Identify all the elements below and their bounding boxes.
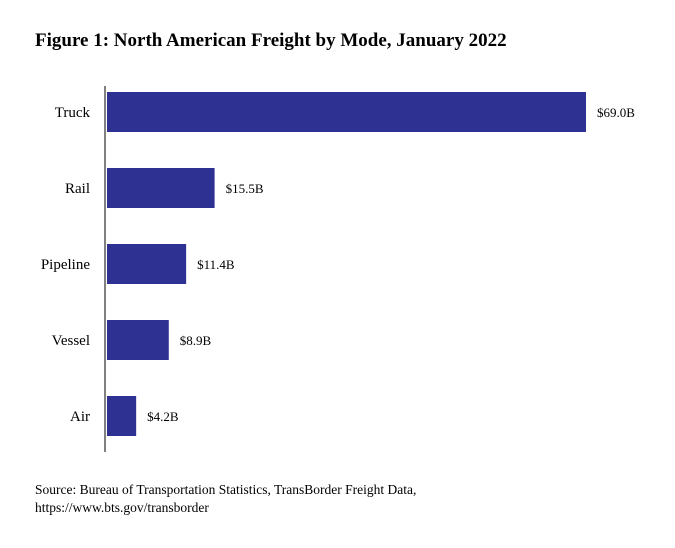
category-label-pipeline: Pipeline [41,257,91,273]
bar-rail [107,168,215,208]
value-label-vessel: $8.9B [180,333,212,348]
category-label-truck: Truck [55,105,91,121]
category-label-rail: Rail [65,181,90,197]
bar-vessel [107,320,169,360]
source-line-1: Source: Bureau of Transportation Statist… [35,482,417,497]
value-label-air: $4.2B [147,409,179,424]
value-label-pipeline: $11.4B [197,257,235,272]
bar-chart: Truck $69.0B Rail $15.5B Pipeline $11.4B Vesse… [41,86,635,452]
bar-pipeline [107,244,187,284]
chart-title: Figure 1: North American Freight by Mode… [35,30,507,51]
value-label-rail: $15.5B [226,181,264,196]
bar-air [107,396,137,436]
category-label-vessel: Vessel [52,333,90,349]
category-label-air: Air [70,409,90,425]
source-note: Source: Bureau of Transportation Statist… [35,481,416,517]
bar-truck [107,92,586,132]
bars-layer: Truck $69.0B Rail $15.5B Pipeline $11.4B Vesse… [41,92,635,436]
source-line-2: https://www.bts.gov/transborder [35,500,209,515]
value-label-truck: $69.0B [597,105,635,120]
